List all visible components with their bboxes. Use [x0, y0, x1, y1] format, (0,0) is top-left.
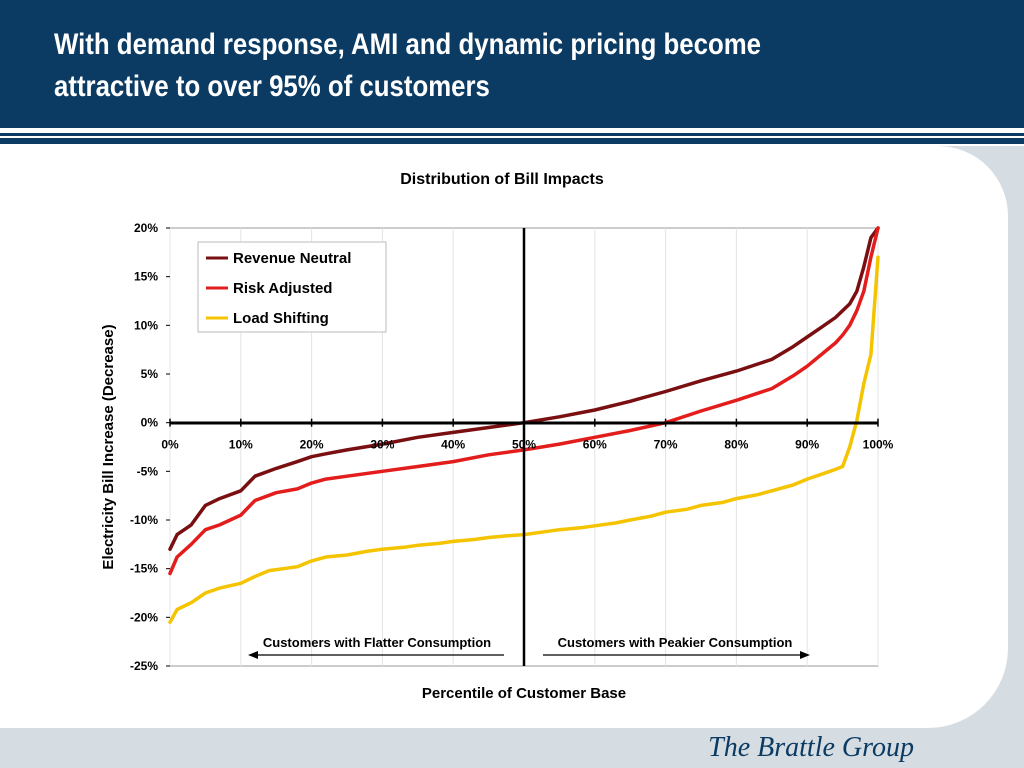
x-tick-labels: 0% 10% 20% 30% 40% 50% 60% 70% 80% 90% 100% — [161, 438, 893, 452]
x-axis-label: Percentile of Customer Base — [422, 685, 626, 702]
annotation-flatter: Customers with Flatter Consumption — [263, 635, 491, 650]
header-stripe — [0, 128, 1024, 146]
x-tick-label: 60% — [583, 438, 607, 452]
y-tick-labels: 20% 15% 10% 5% 0% -5% -10% -15% -20% -25% — [130, 221, 158, 673]
annotation-peakier: Customers with Peakier Consumption — [558, 635, 793, 650]
x-tick-label: 10% — [229, 438, 253, 452]
x-tick-label: 30% — [370, 438, 394, 452]
legend-label-load-shifting: Load Shifting — [233, 310, 329, 327]
x-tick-label: 70% — [654, 438, 678, 452]
x-tick-label: 50% — [512, 438, 536, 452]
y-tick-label: 10% — [134, 318, 158, 332]
x-tick-label: 20% — [300, 438, 324, 452]
y-axis-label: Electricity Bill Increase (Decrease) — [100, 324, 117, 569]
chart-panel: Distribution of Bill Impacts 0% 10% 20% 30%… — [0, 146, 1008, 728]
y-tick-label: 15% — [134, 270, 158, 284]
y-tick-label: 0% — [141, 416, 159, 430]
series-line-revenue-neutral — [168, 226, 880, 551]
legend-label-revenue-neutral: Revenue Neutral — [233, 250, 351, 267]
y-tick-label: 5% — [141, 367, 159, 381]
y-tick-label: -25% — [130, 659, 158, 673]
slide-title: With demand response, AMI and dynamic pr… — [54, 28, 762, 103]
legend-label-risk-adjusted: Risk Adjusted — [233, 280, 332, 297]
x-tick-label: 0% — [161, 438, 179, 452]
brand-logo-text: The Brattle Group — [708, 732, 914, 763]
series-line-load-shifting — [168, 255, 880, 624]
legend: Revenue Neutral Risk Adjusted Load Shift… — [197, 241, 387, 333]
x-tick-label: 90% — [795, 438, 819, 452]
header-bar — [0, 0, 1024, 128]
line-chart: Distribution of Bill Impacts 0% 10% 20% 30%… — [100, 171, 894, 702]
arrow-left-head — [248, 651, 258, 659]
y-tick-label: 20% — [134, 221, 158, 235]
y-tick-label: -15% — [130, 562, 158, 576]
y-tick-label: -20% — [130, 610, 158, 624]
series-lines — [168, 226, 880, 624]
series-line-risk-adjusted — [168, 226, 880, 576]
y-tick-label: -5% — [137, 464, 159, 478]
x-tick-label: 100% — [863, 438, 894, 452]
arrow-right-head — [800, 651, 810, 659]
y-tick-label: -10% — [130, 513, 158, 527]
x-tick-label: 40% — [441, 438, 465, 452]
x-tick-label: 80% — [724, 438, 748, 452]
chart-title: Distribution of Bill Impacts — [400, 171, 604, 188]
